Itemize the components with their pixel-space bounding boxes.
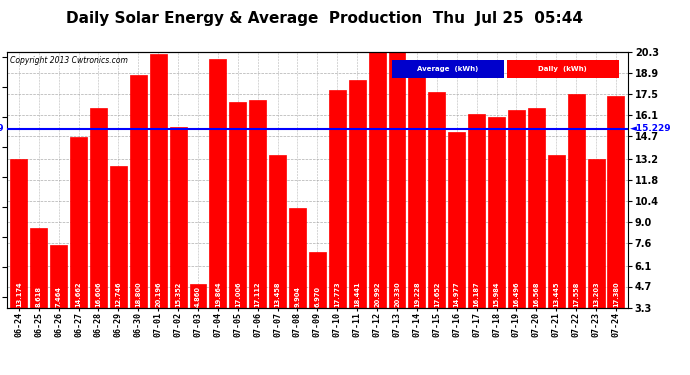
Bar (10, 159, 28, 308)
Text: 4.860: 4.860 (195, 286, 201, 307)
Text: 12.746: 12.746 (115, 281, 121, 307)
Text: 13.174: 13.174 (16, 281, 22, 307)
Bar (348, 80, 366, 308)
Bar (469, 114, 485, 308)
Text: 16.187: 16.187 (473, 281, 480, 307)
Bar (309, 252, 326, 308)
Text: 19.228: 19.228 (414, 281, 420, 307)
Text: 14.662: 14.662 (75, 281, 81, 307)
Text: 15.984: 15.984 (493, 281, 500, 307)
Bar (329, 90, 346, 308)
Text: 18.800: 18.800 (135, 281, 141, 307)
Text: 13.203: 13.203 (593, 281, 599, 307)
Bar (30, 228, 47, 308)
Text: Daily Solar Energy & Average  Production  Thu  Jul 25  05:44: Daily Solar Energy & Average Production … (66, 11, 583, 26)
Bar (50, 245, 67, 308)
Text: 14.977: 14.977 (454, 281, 460, 307)
Text: 16.606: 16.606 (95, 281, 101, 307)
Text: 20.330: 20.330 (394, 281, 400, 307)
Text: 17.773: 17.773 (334, 281, 340, 307)
Bar (70, 137, 87, 308)
Text: 17.112: 17.112 (255, 281, 261, 307)
Bar (249, 100, 266, 308)
Bar (110, 166, 127, 308)
Text: 17.652: 17.652 (434, 281, 440, 307)
Bar (90, 108, 107, 308)
Text: Average  (kWh): Average (kWh) (417, 66, 478, 72)
Bar (508, 110, 525, 308)
Text: Daily  (kWh): Daily (kWh) (538, 66, 587, 72)
Bar (368, 42, 386, 308)
Text: 17.006: 17.006 (235, 281, 241, 307)
Bar (388, 52, 406, 308)
Bar (428, 92, 445, 308)
Text: 15.352: 15.352 (175, 281, 181, 307)
Text: 19.864: 19.864 (215, 281, 221, 307)
Bar (548, 155, 564, 308)
Bar (488, 117, 505, 308)
Bar (190, 284, 206, 308)
Bar (150, 54, 166, 307)
Text: 6.970: 6.970 (315, 286, 320, 307)
Text: 13.458: 13.458 (275, 281, 281, 307)
Text: 17.558: 17.558 (573, 281, 579, 307)
Bar (588, 159, 604, 308)
FancyBboxPatch shape (506, 60, 619, 78)
Bar (448, 132, 465, 308)
Bar (568, 94, 584, 308)
Text: 13.445: 13.445 (553, 281, 560, 307)
Bar (269, 155, 286, 308)
Text: 16.568: 16.568 (533, 281, 540, 307)
Text: 20.992: 20.992 (374, 281, 380, 307)
FancyBboxPatch shape (392, 60, 504, 78)
Text: 20.196: 20.196 (155, 281, 161, 307)
Bar (170, 127, 186, 308)
Bar (210, 59, 226, 308)
Text: ▶15.229: ▶15.229 (0, 124, 5, 133)
Text: Copyright 2013 Cwtronics.com: Copyright 2013 Cwtronics.com (10, 56, 128, 65)
Bar (528, 108, 545, 307)
Bar (408, 69, 425, 308)
Text: ◄15.229: ◄15.229 (630, 124, 671, 133)
Text: 18.441: 18.441 (354, 281, 360, 307)
Text: 17.380: 17.380 (613, 281, 619, 307)
Bar (289, 209, 306, 308)
Bar (130, 75, 147, 307)
Text: 8.618: 8.618 (36, 286, 42, 307)
Bar (229, 102, 246, 308)
Bar (607, 96, 624, 308)
Text: 16.496: 16.496 (513, 281, 520, 307)
Text: 9.904: 9.904 (295, 286, 301, 307)
Text: 7.464: 7.464 (56, 286, 61, 307)
